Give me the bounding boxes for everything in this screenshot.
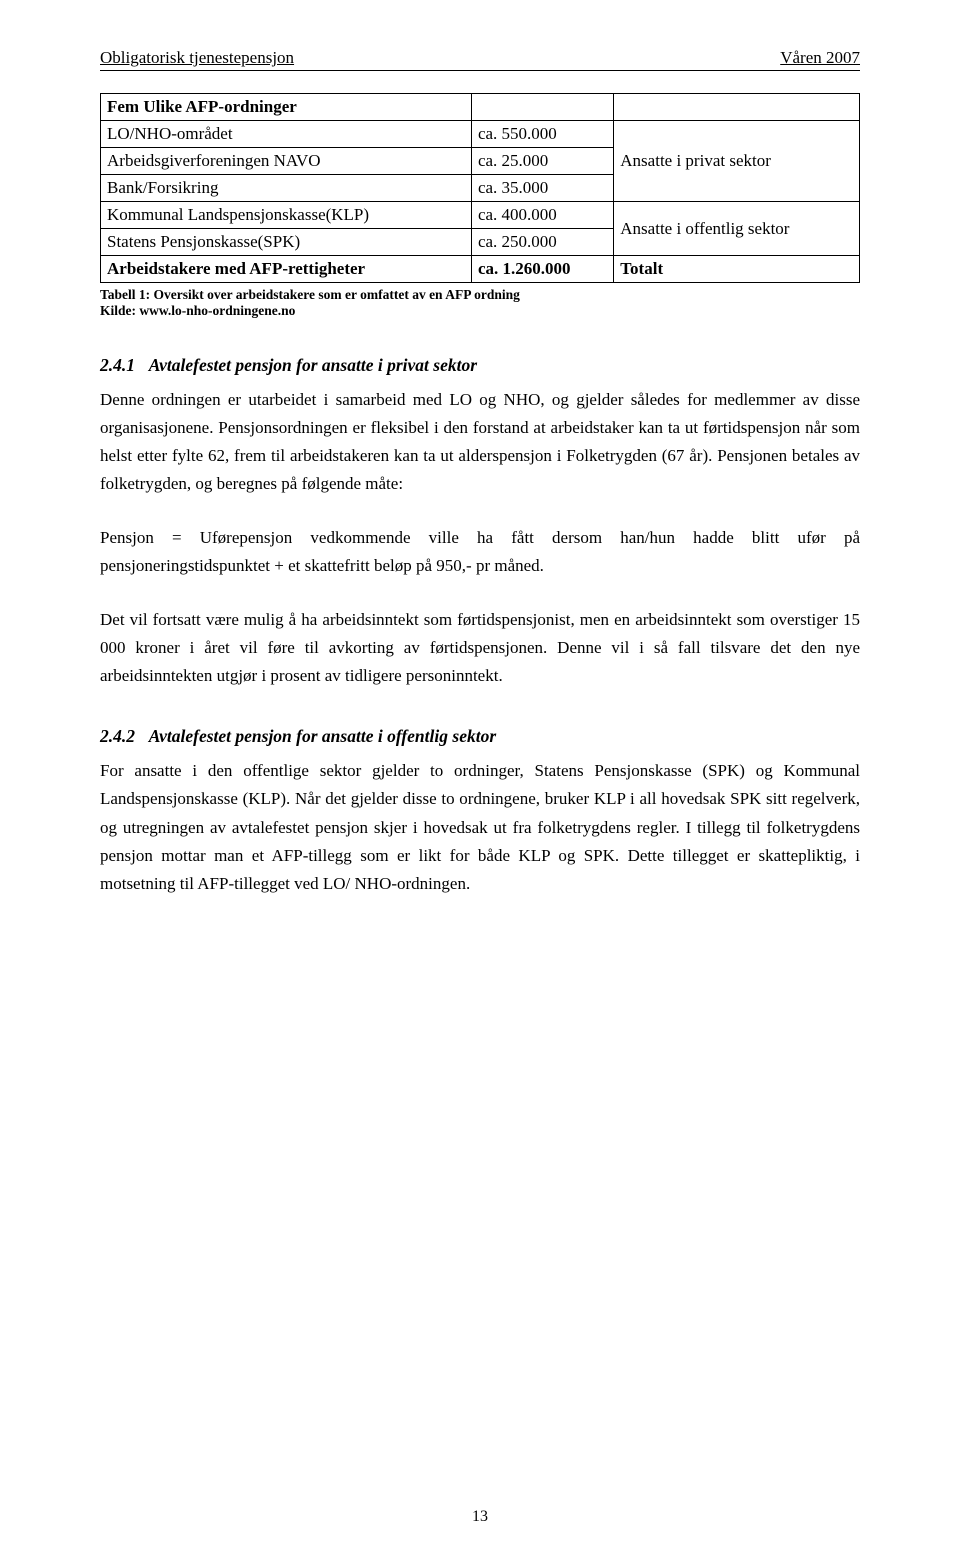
section-number: 2.4.1 (100, 355, 135, 375)
paragraph: For ansatte i den offentlige sektor gjel… (100, 757, 860, 897)
table-row-value: ca. 400.000 (471, 202, 613, 229)
header-right: Våren 2007 (780, 48, 860, 68)
table-row-label: LO/NHO-området (101, 121, 472, 148)
table-row-value: ca. 550.000 (471, 121, 613, 148)
paragraph: Det vil fortsatt være mulig å ha arbeids… (100, 606, 860, 690)
table-group-privat: Ansatte i privat sektor (614, 121, 860, 202)
table-row-value: ca. 35.000 (471, 175, 613, 202)
afp-table: Fem Ulike AFP-ordninger LO/NHO-området c… (100, 93, 860, 283)
table-total-value: ca. 1.260.000 (471, 256, 613, 283)
table-row-value: ca. 250.000 (471, 229, 613, 256)
table-row-value: ca. 25.000 (471, 148, 613, 175)
section-heading-242: 2.4.2 Avtalefestet pensjon for ansatte i… (100, 726, 860, 747)
table-total-right: Totalt (614, 256, 860, 283)
paragraph: Denne ordningen er utarbeidet i samarbei… (100, 386, 860, 498)
table-caption: Tabell 1: Oversikt over arbeidstakere so… (100, 287, 860, 303)
section-title: Avtalefestet pensjon for ansatte i priva… (149, 355, 477, 375)
table-empty-cell (471, 94, 613, 121)
section-number: 2.4.2 (100, 726, 135, 746)
table-row-label: Statens Pensjonskasse(SPK) (101, 229, 472, 256)
table-row-label: Arbeidsgiverforeningen NAVO (101, 148, 472, 175)
table-total-label: Arbeidstakere med AFP-rettigheter (101, 256, 472, 283)
table-title: Fem Ulike AFP-ordninger (101, 94, 472, 121)
page-header: Obligatorisk tjenestepensjon Våren 2007 (100, 48, 860, 71)
section-title: Avtalefestet pensjon for ansatte i offen… (149, 726, 496, 746)
page-number: 13 (0, 1508, 960, 1526)
header-left: Obligatorisk tjenestepensjon (100, 48, 294, 68)
section-heading-241: 2.4.1 Avtalefestet pensjon for ansatte i… (100, 355, 860, 376)
table-source: Kilde: www.lo-nho-ordningene.no (100, 303, 860, 319)
table-empty-cell (614, 94, 860, 121)
paragraph: Pensjon = Uførepensjon vedkommende ville… (100, 524, 860, 580)
table-row-label: Bank/Forsikring (101, 175, 472, 202)
table-group-offentlig: Ansatte i offentlig sektor (614, 202, 860, 256)
table-row-label: Kommunal Landspensjonskasse(KLP) (101, 202, 472, 229)
